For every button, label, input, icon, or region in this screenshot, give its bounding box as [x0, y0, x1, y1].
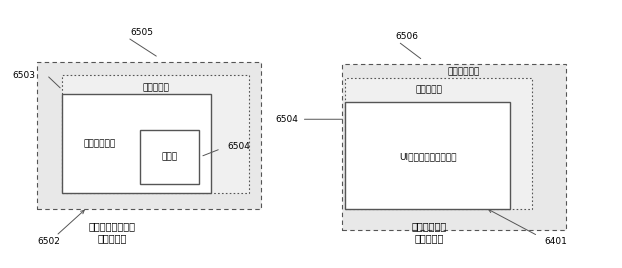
Bar — [345, 102, 510, 209]
Text: アラームレベル時
の或る状態: アラームレベル時 の或る状態 — [88, 221, 136, 243]
Bar — [342, 64, 566, 230]
Text: 正常レベル時
の或る状態: 正常レベル時 の或る状態 — [412, 221, 447, 243]
Text: 6503: 6503 — [12, 70, 35, 80]
Text: 6505: 6505 — [131, 28, 154, 37]
Text: ヘルプビュー: ヘルプビュー — [447, 68, 480, 77]
Bar — [345, 78, 532, 209]
Text: 6506: 6506 — [395, 32, 418, 41]
Bar — [37, 62, 261, 209]
Text: ヘルプ: ヘルプ — [162, 152, 177, 161]
Bar — [140, 130, 199, 184]
Text: 6504: 6504 — [227, 142, 250, 151]
Bar — [62, 75, 249, 193]
Text: 代替ビュー: 代替ビュー — [415, 85, 443, 94]
Text: アラーム詳細: アラーム詳細 — [83, 139, 116, 148]
Text: 代替ビュー: 代替ビュー — [142, 83, 169, 92]
Text: 6502: 6502 — [37, 237, 60, 246]
Text: UIモデルに基づく情報: UIモデルに基づく情報 — [399, 152, 457, 161]
Text: 6504: 6504 — [276, 115, 299, 124]
Bar — [62, 94, 211, 193]
Text: 6401: 6401 — [544, 237, 567, 246]
